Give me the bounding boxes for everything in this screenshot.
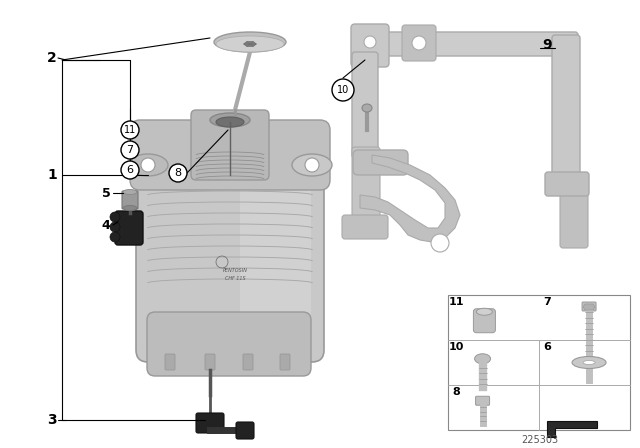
Ellipse shape: [572, 357, 606, 369]
Text: 3: 3: [47, 413, 57, 427]
FancyBboxPatch shape: [352, 147, 380, 218]
Text: 10: 10: [448, 342, 464, 352]
Bar: [448, 295, 630, 430]
Polygon shape: [547, 421, 597, 437]
Text: 6: 6: [543, 342, 551, 352]
FancyBboxPatch shape: [280, 354, 290, 370]
FancyBboxPatch shape: [342, 215, 388, 239]
Circle shape: [110, 222, 120, 232]
Circle shape: [364, 36, 376, 48]
Text: 2: 2: [47, 51, 57, 65]
Circle shape: [412, 36, 426, 50]
Ellipse shape: [292, 154, 332, 176]
Polygon shape: [360, 155, 460, 242]
Text: 5: 5: [102, 186, 110, 199]
FancyBboxPatch shape: [236, 422, 254, 439]
Text: 9: 9: [542, 38, 552, 52]
Ellipse shape: [123, 206, 137, 211]
Text: 1: 1: [47, 168, 57, 182]
Circle shape: [305, 158, 319, 172]
FancyBboxPatch shape: [474, 309, 495, 333]
Text: 4: 4: [102, 219, 110, 232]
Ellipse shape: [123, 190, 137, 194]
FancyBboxPatch shape: [196, 413, 224, 433]
Polygon shape: [244, 44, 250, 47]
Ellipse shape: [128, 154, 168, 176]
Ellipse shape: [216, 36, 284, 52]
Ellipse shape: [476, 308, 492, 315]
Text: 225303: 225303: [522, 435, 559, 445]
Polygon shape: [250, 44, 257, 47]
Circle shape: [332, 79, 354, 101]
Polygon shape: [247, 44, 253, 47]
Ellipse shape: [583, 361, 595, 365]
Polygon shape: [244, 42, 250, 44]
Text: 8: 8: [452, 387, 460, 397]
Circle shape: [121, 161, 139, 179]
Ellipse shape: [210, 113, 250, 127]
Text: 7: 7: [127, 145, 134, 155]
FancyBboxPatch shape: [205, 354, 215, 370]
FancyBboxPatch shape: [476, 396, 490, 405]
Ellipse shape: [475, 354, 491, 364]
FancyBboxPatch shape: [582, 302, 596, 311]
Circle shape: [121, 121, 139, 139]
Ellipse shape: [216, 117, 244, 127]
Polygon shape: [247, 42, 253, 44]
Circle shape: [121, 141, 139, 159]
Circle shape: [110, 212, 120, 222]
Circle shape: [431, 234, 449, 252]
FancyBboxPatch shape: [147, 312, 311, 376]
FancyBboxPatch shape: [352, 52, 378, 158]
FancyBboxPatch shape: [122, 191, 138, 209]
Circle shape: [141, 158, 155, 172]
Text: 6: 6: [127, 165, 134, 175]
FancyBboxPatch shape: [136, 148, 324, 362]
Circle shape: [110, 232, 120, 242]
FancyBboxPatch shape: [353, 150, 408, 175]
FancyBboxPatch shape: [243, 354, 253, 370]
FancyBboxPatch shape: [165, 354, 175, 370]
Text: 7: 7: [543, 297, 551, 307]
Text: 8: 8: [175, 168, 182, 178]
Ellipse shape: [362, 104, 372, 112]
Text: 10: 10: [337, 85, 349, 95]
Polygon shape: [250, 42, 257, 44]
FancyBboxPatch shape: [552, 35, 580, 186]
FancyBboxPatch shape: [351, 24, 389, 67]
FancyBboxPatch shape: [402, 25, 436, 61]
Text: 11: 11: [124, 125, 136, 135]
Text: CHF 11S: CHF 11S: [225, 276, 245, 280]
Ellipse shape: [214, 32, 286, 52]
Polygon shape: [583, 304, 595, 310]
FancyBboxPatch shape: [545, 172, 589, 196]
FancyBboxPatch shape: [191, 110, 269, 180]
FancyBboxPatch shape: [357, 32, 578, 56]
FancyBboxPatch shape: [115, 211, 143, 245]
FancyBboxPatch shape: [130, 120, 330, 190]
Circle shape: [169, 164, 187, 182]
Text: 11: 11: [448, 297, 464, 307]
FancyBboxPatch shape: [240, 157, 311, 353]
FancyBboxPatch shape: [560, 187, 588, 248]
Text: PENTOSIN: PENTOSIN: [223, 267, 248, 272]
